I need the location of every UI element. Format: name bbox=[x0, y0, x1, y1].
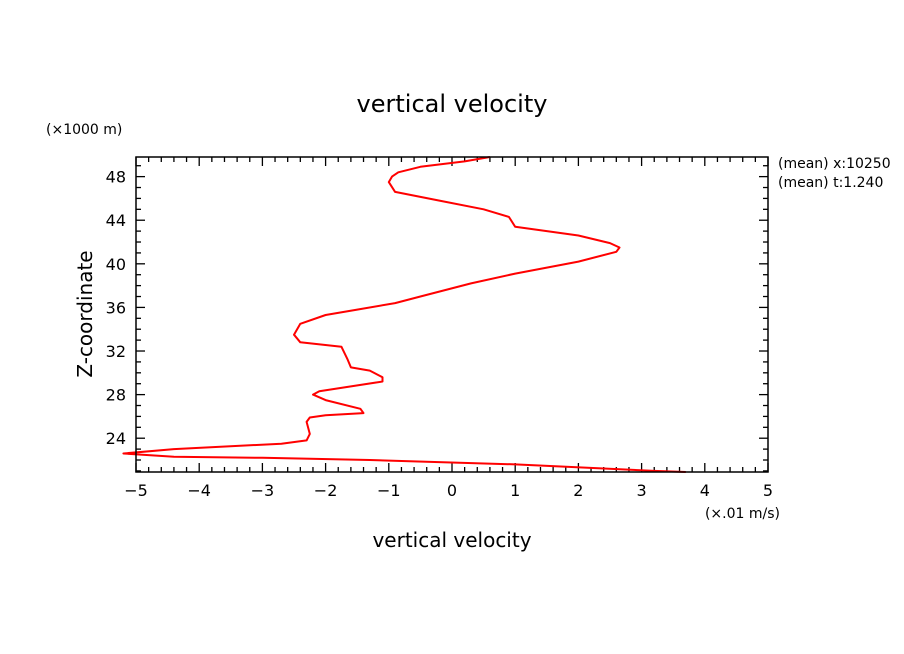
axis-ticks bbox=[135, 157, 769, 472]
y-tick-label: 36 bbox=[106, 298, 126, 317]
x-tick-label: −1 bbox=[377, 481, 401, 500]
x-tick-label: 0 bbox=[447, 481, 457, 500]
y-tick-label: 48 bbox=[106, 168, 126, 187]
y-unit-label: (×1000 m) bbox=[46, 122, 122, 138]
x-tick-label: 3 bbox=[637, 481, 647, 500]
x-tick-label: 1 bbox=[510, 481, 520, 500]
y-tick-label: 40 bbox=[106, 255, 126, 274]
y-tick-label: 24 bbox=[106, 429, 126, 448]
x-axis-label: vertical velocity bbox=[372, 528, 531, 552]
x-tick-label: −2 bbox=[314, 481, 338, 500]
x-tick-label: −4 bbox=[187, 481, 211, 500]
x-tick-label: −3 bbox=[251, 481, 275, 500]
x-tick-label: 5 bbox=[763, 481, 773, 500]
y-tick-label: 32 bbox=[106, 342, 126, 361]
plot-frame bbox=[135, 156, 769, 473]
y-axis-label: Z-coordinate bbox=[73, 250, 97, 377]
x-tick-label: 4 bbox=[700, 481, 710, 500]
annotation-mean-t: (mean) t:1.240 bbox=[778, 175, 883, 191]
x-unit-label: (×.01 m/s) bbox=[705, 506, 780, 522]
y-tick-label: 28 bbox=[106, 386, 126, 405]
x-tick-label: 2 bbox=[573, 481, 583, 500]
tick-labels: −5 −4 −3 −2 −1 0 1 2 3 4 5 24 28 32 36 40 44 48 bbox=[106, 168, 773, 500]
y-tick-label: 44 bbox=[106, 211, 126, 230]
x-tick-label: −5 bbox=[124, 481, 148, 500]
series-line bbox=[122, 156, 686, 473]
annotation-mean-x: (mean) x:10250 bbox=[778, 156, 891, 172]
chart-title: vertical velocity bbox=[357, 90, 548, 118]
